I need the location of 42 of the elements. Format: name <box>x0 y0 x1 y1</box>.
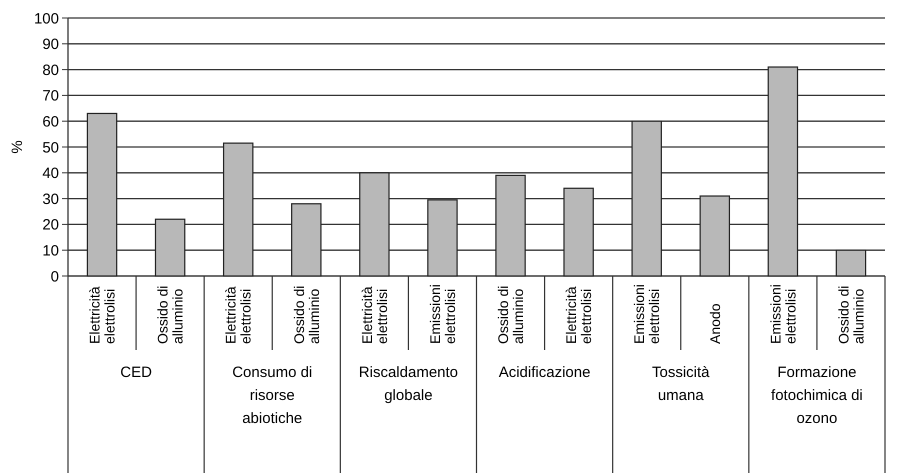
y-tick-label: 70 <box>42 88 59 105</box>
y-tick-label: 60 <box>42 113 59 130</box>
x-tick-label: Elettricità elettrolisi <box>222 286 254 344</box>
y-tick-label: 30 <box>42 190 59 208</box>
x-tick-label: Ossido di alluminio <box>835 286 866 344</box>
text: Consumo di risorse abiotiche <box>232 364 312 427</box>
y-axis-title: % <box>9 140 26 154</box>
bar <box>427 199 458 277</box>
text: Acidificazione <box>498 364 590 381</box>
x-tick-label: Elettricità elettrolisi <box>563 286 594 344</box>
bar <box>836 250 866 277</box>
y-tick-label: 90 <box>42 36 59 54</box>
y-tick-label: 100 <box>34 10 59 28</box>
y-tick-label: 80 <box>42 62 59 79</box>
bar <box>563 188 594 277</box>
y-tick-label: 10 <box>42 242 59 260</box>
x-tick-label: Elettricità elettrolisi <box>86 286 118 344</box>
bar <box>700 195 730 277</box>
bar <box>631 120 662 277</box>
x-tick-label: Emissioni elettrolisi <box>767 284 798 344</box>
x-tick-label: Ossido di alluminio <box>495 286 526 344</box>
x-tick-label: Ossido di alluminio <box>154 286 186 344</box>
text: CED <box>120 364 152 381</box>
x-tick-label: Elettricità elettrolisi <box>358 286 390 344</box>
y-tick-label: 20 <box>42 216 59 234</box>
bar <box>86 112 118 277</box>
text: Tossicità umana <box>652 364 710 404</box>
bar <box>768 66 798 277</box>
x-tick-label: Anodo <box>706 303 723 344</box>
bar <box>495 174 526 277</box>
x-tick-label: Ossido di alluminio <box>290 286 322 344</box>
text: Riscaldamento globale <box>358 364 458 404</box>
text: Formazione fotochimica di ozono <box>771 364 863 427</box>
y-tick-label: 40 <box>42 165 59 182</box>
y-tick-label: 50 <box>42 139 59 156</box>
y-tick-label: 0 <box>50 268 59 286</box>
bar <box>359 172 390 277</box>
x-tick-label: Emissioni elettrolisi <box>426 284 458 344</box>
x-tick-label: Emissioni elettrolisi <box>631 284 662 344</box>
bar <box>154 218 186 277</box>
bar <box>222 142 254 277</box>
bar <box>291 203 322 277</box>
